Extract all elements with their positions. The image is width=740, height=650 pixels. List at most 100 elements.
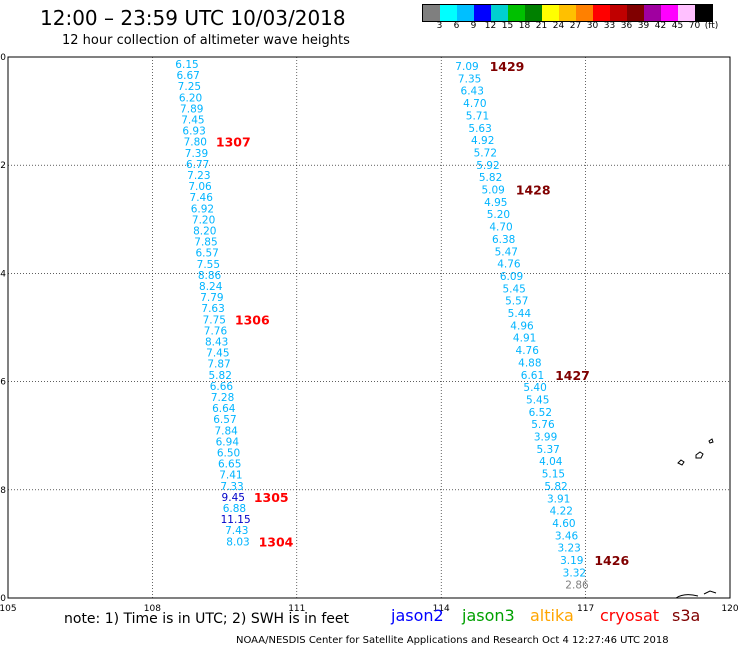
wave-height-value: 7.06 [188,181,212,193]
wave-height-value: 8.86 [198,270,222,282]
wave-height-value: 7.85 [194,237,217,249]
wave-height-value: 6.50 [217,448,240,460]
wave-height-value: 5.15 [542,469,565,481]
lat-label: 16 [0,378,6,388]
legend-label: 18 [518,21,531,31]
wave-height-value: 3.23 [557,543,580,555]
wave-height-value: 5.57 [505,296,528,308]
wave-height-value: 7.76 [204,325,228,337]
legend-swatch [593,5,610,21]
wave-height-value: 5.40 [523,382,546,394]
lon-label: 120 [721,604,738,614]
legend-label: 6 [453,21,460,31]
wave-height-value: 4.76 [497,259,521,271]
wave-height-value: 7.79 [200,292,223,304]
lon-label: 114 [433,604,450,614]
wave-height-value: 7.80 [184,137,207,149]
wave-height-value: 7.39 [185,148,208,160]
wave-height-value: 5.63 [468,123,491,135]
wave-height-value: 4.92 [471,135,494,147]
wave-height-value: 6.77 [186,159,209,171]
wave-height-value: 6.65 [218,459,241,471]
satellite-label-altika: altika [530,606,574,625]
lat-label: 12 [0,161,6,171]
map-title: 12:00 – 23:59 UTC 10/03/2018 [40,6,346,30]
wave-height-value: 3.46 [555,530,579,542]
wave-height-value: 5.45 [526,394,549,406]
legend-label: 9 [470,21,477,31]
wave-height-value: 7.43 [225,525,248,537]
wave-height-value: 5.71 [466,110,489,122]
wave-height-value: 4.22 [550,506,573,518]
legend-swatch [423,5,440,21]
land-outlines [675,438,717,599]
wave-height-value: 7.41 [219,470,242,482]
wave-height-value: 4.70 [463,98,486,110]
legend-swatch [627,5,644,21]
legend-label: 30 [586,21,599,31]
wave-height-value: 6.57 [195,248,218,260]
legend-label: 42 [654,21,667,31]
lat-label: 10 [0,53,6,63]
legend-label: 39 [637,21,650,31]
legend-swatch [576,5,593,21]
pass-time-label: 1429 [490,59,525,74]
wave-height-value: 7.87 [207,359,230,371]
wave-height-value: 8.03 [226,536,249,548]
satellite-label-jason2: jason2 [391,606,444,625]
legend-swatch [661,5,678,21]
pass-time-label: 1306 [235,312,270,327]
wave-height-value: 9.45 [222,492,245,504]
wave-height-value: 4.60 [552,518,575,530]
legend-swatch [491,5,508,21]
wave-height-value: 3.19 [560,555,583,567]
wave-height-value: 7.20 [192,214,215,226]
legend-swatch [525,5,542,21]
wave-height-value: 7.46 [190,192,214,204]
wave-height-value: 6.52 [529,407,552,419]
wave-height-value: 6.94 [216,436,240,448]
legend-label: 70 [688,21,701,31]
wave-height-value: 4.91 [513,333,536,345]
lon-label: 105 [0,604,17,614]
wave-height-value: 7.75 [203,314,226,326]
credit-line: NOAA/NESDIS Center for Satellite Applica… [236,635,669,646]
legend-swatch [508,5,525,21]
legend-swatch [474,5,491,21]
lat-label: 20 [0,594,6,604]
wave-height-value: 5.82 [544,481,567,493]
wave-height-value: 5.92 [476,160,499,172]
island-outline [675,438,717,599]
map-subtitle: 12 hour collection of altimeter wave hei… [62,33,350,48]
wave-height-value: 3.32 [563,567,586,579]
legend-label: 33 [603,21,616,31]
wave-height-value: 5.76 [531,419,555,431]
wave-height-value: 4.76 [516,345,540,357]
map-frame [7,56,731,599]
wave-height-value: 4.95 [484,197,507,209]
satellite-label-cryosat: cryosat [600,606,660,625]
legend-swatch [695,5,712,21]
lon-label: 111 [288,604,305,614]
legend-swatch [457,5,474,21]
legend-label: 36 [620,21,633,31]
satellite-label-s3a: s3a [672,606,701,625]
wave-height-value: 5.72 [474,147,497,159]
wave-height-value: 7.23 [187,170,210,182]
legend-label: 12 [484,21,497,31]
wave-height-value: 6.92 [191,203,214,215]
wave-height-value: 5.37 [536,444,559,456]
wave-height-value: 7.84 [214,425,238,437]
wave-height-value: 4.96 [510,320,534,332]
legend-label: 27 [569,21,582,31]
wave-height-value: 6.67 [176,70,199,82]
wave-height-value: 6.20 [179,92,202,104]
wave-height-value: 6.93 [182,126,205,138]
map-axis-labels: 10 12 14 16 18 20105 108 111 114 117 120 [0,53,739,614]
lon-label: 117 [577,604,594,614]
legend-label: 21 [535,21,548,31]
pass-time-label: 1304 [259,534,294,549]
legend-swatch [542,5,559,21]
